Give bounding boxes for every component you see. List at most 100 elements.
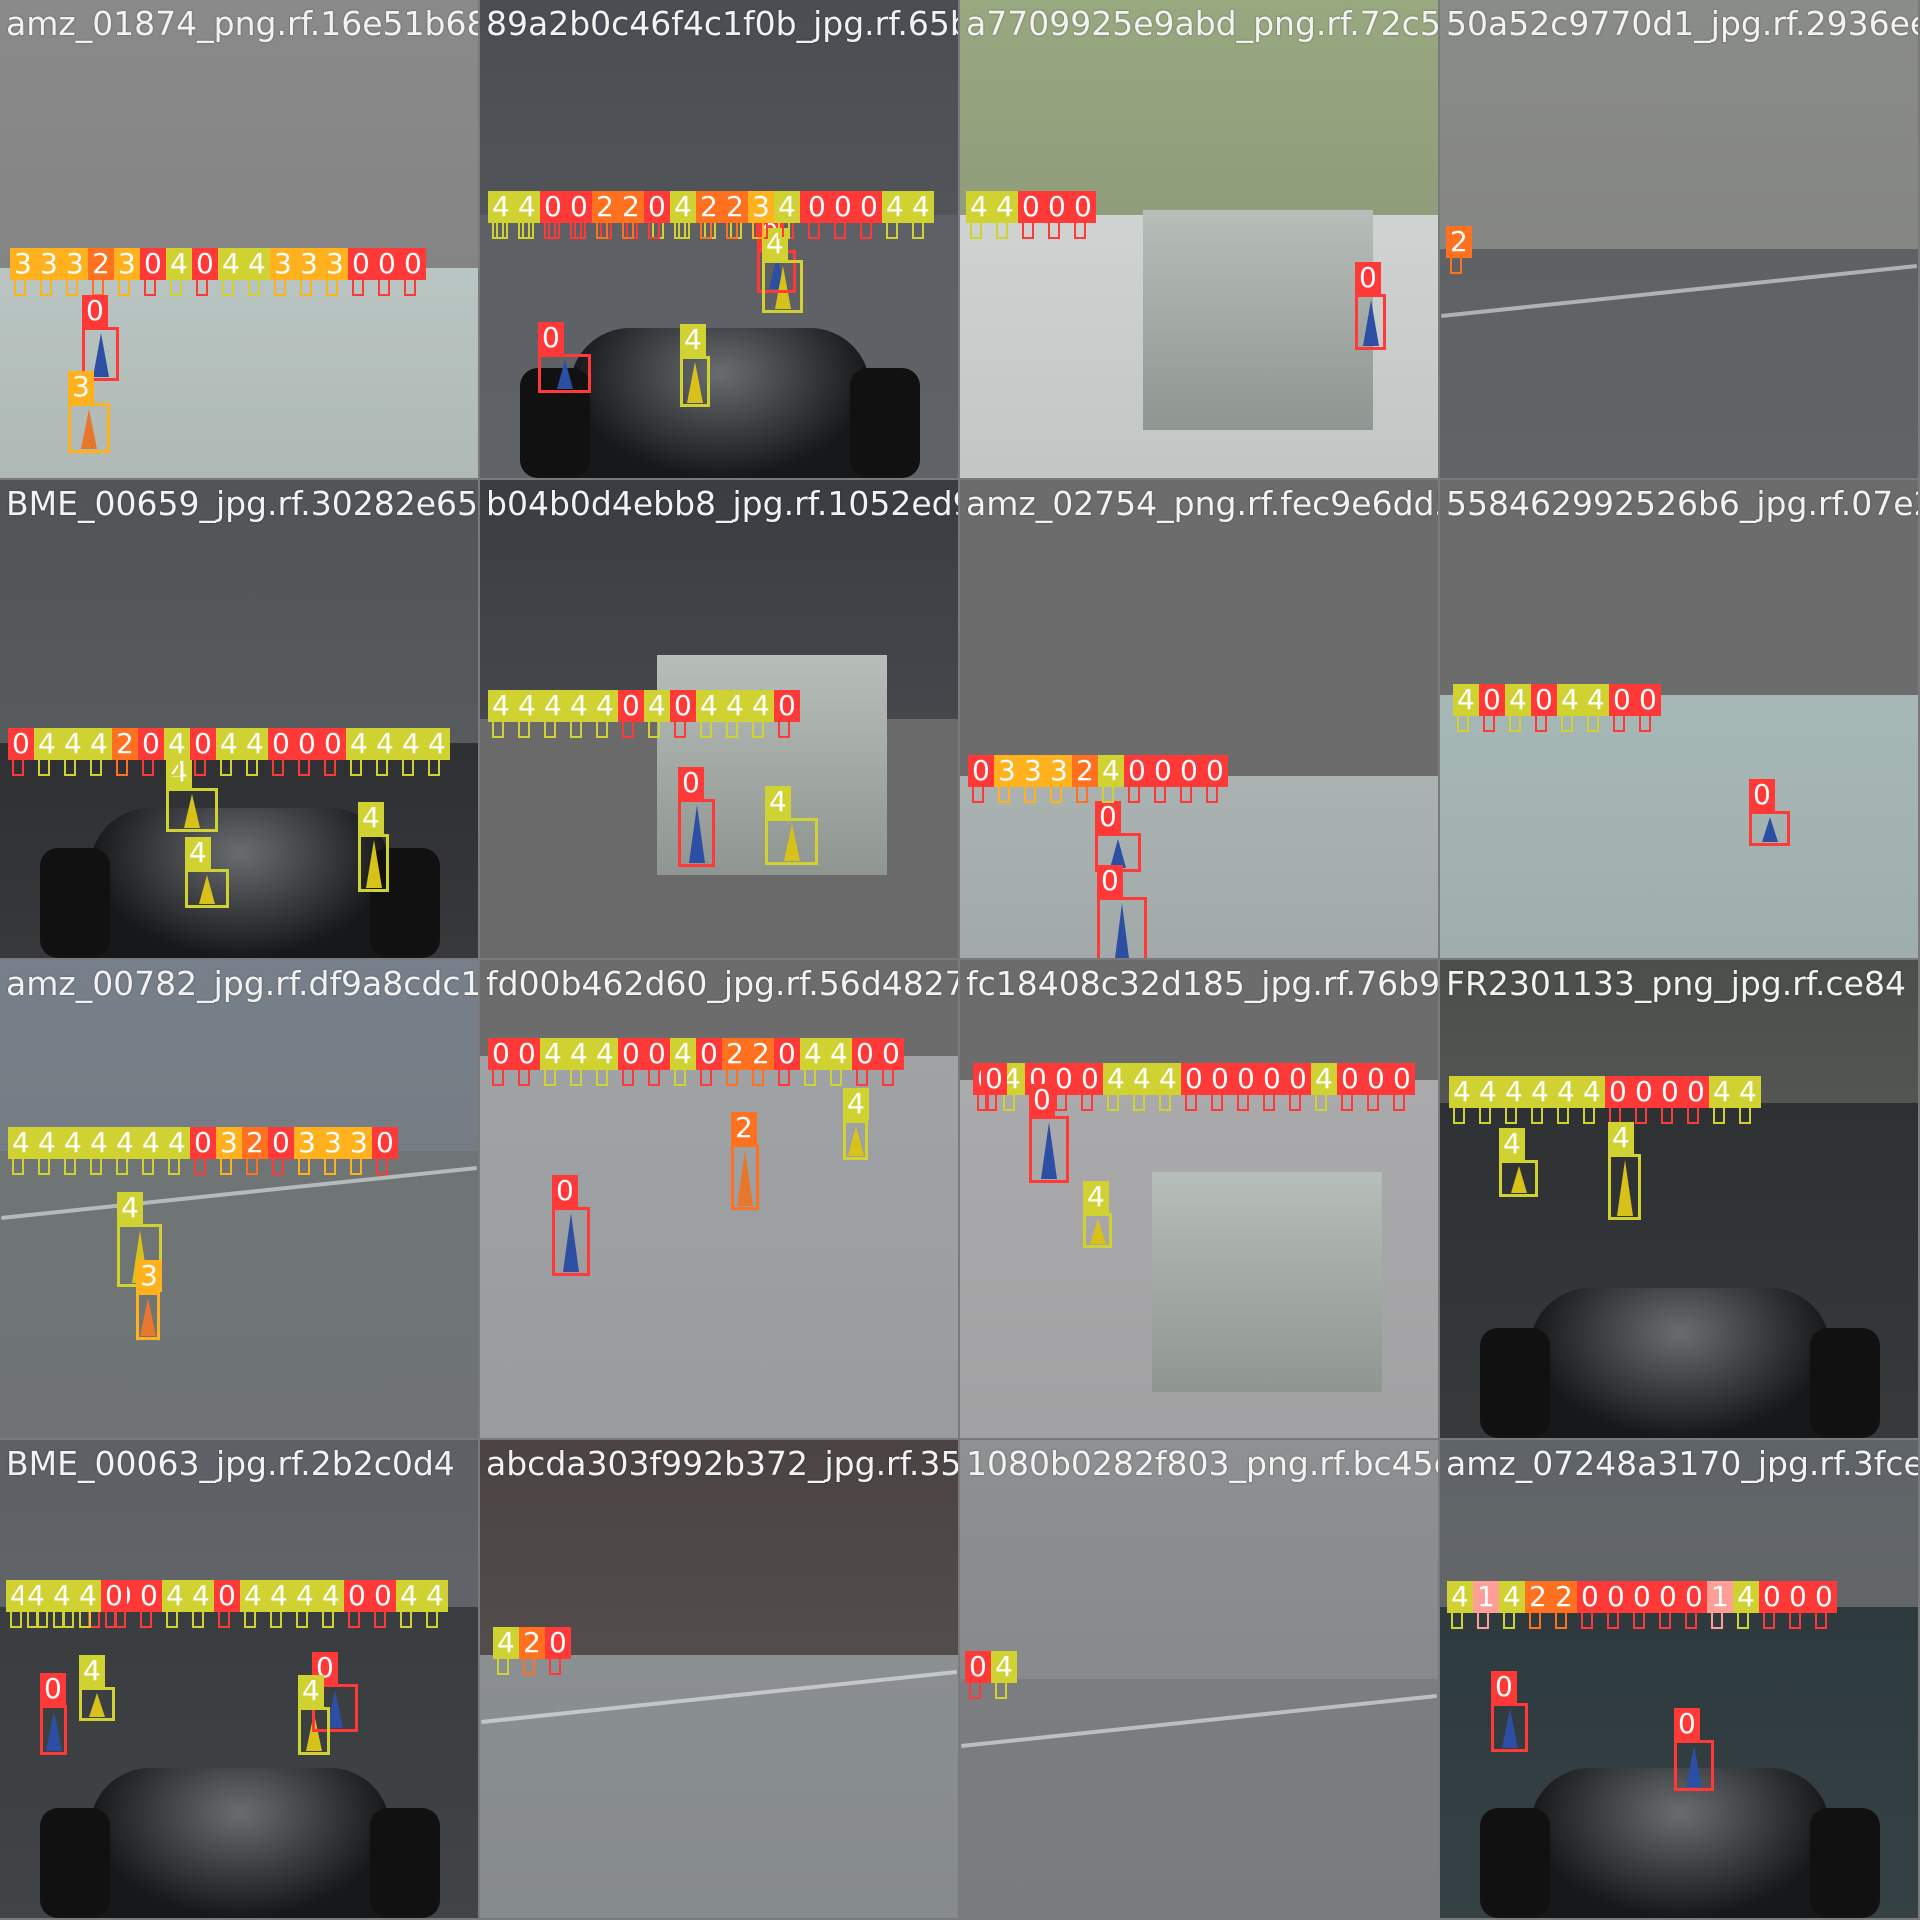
class-label-tag: 4	[1453, 684, 1479, 716]
car-wheel	[370, 848, 440, 958]
car-wheel	[850, 368, 920, 478]
bounding-box	[1081, 1093, 1093, 1111]
class-label-tag: 4	[1505, 684, 1531, 716]
class-label-tag: 4	[1129, 1063, 1155, 1095]
bounding-box	[350, 1157, 362, 1175]
photo-background	[1440, 480, 1918, 695]
bounding-box	[1763, 1611, 1775, 1629]
class-label-tag: 3	[1046, 755, 1072, 787]
class-label-tag: 4	[75, 1580, 101, 1612]
image-filename: a7709925e9abd_png.rf.72c5ed5e50a52c9770d…	[966, 4, 1438, 43]
car-wheel	[1480, 1328, 1550, 1438]
car-wheel	[1810, 1328, 1880, 1438]
bounding-box	[12, 758, 24, 776]
class-label-tag: 4	[1709, 1076, 1735, 1108]
class-label-tag: 0	[1202, 755, 1228, 787]
class-label-tag: 4	[1311, 1063, 1337, 1095]
photo-ground	[480, 1056, 958, 1438]
class-label-tag: 4	[240, 1580, 266, 1612]
bounding-box	[731, 1144, 759, 1210]
photo-background	[1440, 1440, 1918, 1607]
bounding-box	[272, 758, 284, 776]
class-label-tag: 2	[519, 1627, 545, 1659]
photo-ground	[960, 1679, 1438, 1918]
bounding-box	[374, 1610, 386, 1628]
bounding-box	[378, 278, 390, 296]
class-label-tag: 4	[1557, 684, 1583, 716]
bounding-box	[376, 1157, 388, 1175]
class-label-tag: 3	[114, 248, 140, 280]
traffic-cone	[1501, 1709, 1518, 1748]
class-label-tag: 4	[670, 191, 696, 223]
class-label-tag: 4	[1475, 1076, 1501, 1108]
class-label-tag: 0	[670, 690, 696, 722]
bounding-box	[538, 354, 591, 393]
class-label-tag: 4	[514, 191, 540, 223]
class-label-tag: 0	[1603, 1581, 1629, 1613]
bounding-box	[1048, 221, 1060, 239]
class-label-tag: 2	[112, 728, 138, 760]
bounding-box	[1022, 221, 1034, 239]
class-label-tag: 0	[1657, 1076, 1683, 1108]
bounding-box	[856, 1068, 868, 1086]
bounding-box	[40, 278, 52, 296]
bounding-box	[497, 1657, 509, 1675]
photo-background	[480, 1440, 958, 1655]
bounding-box	[322, 1610, 334, 1628]
image-filename: 558462992526b6_jpg.rf.07e24b0	[1446, 484, 1918, 523]
bounding-box	[220, 758, 232, 776]
class-label-tag: 3	[62, 248, 88, 280]
class-label-tag: 0	[8, 728, 34, 760]
class-label-tag: 0	[1635, 684, 1661, 716]
bounding-box	[12, 1157, 24, 1175]
mosaic-tile: fc18408c32d185_jpg.rf.76b96d4FR2301133d7…	[960, 960, 1438, 1438]
bounding-box	[272, 1157, 284, 1175]
bounding-box	[1206, 785, 1218, 803]
bounding-box	[1154, 785, 1166, 803]
class-label-tag: 0	[1259, 1063, 1285, 1095]
mosaic-tile: 89a2b0c46f4c1f0b_jpg.rf.65b57a98a709925e…	[480, 0, 958, 478]
photo-background	[1440, 0, 1918, 249]
class-label-tag: 3	[68, 371, 94, 403]
bounding-box	[1451, 1611, 1463, 1629]
class-label-tag: 0	[82, 295, 108, 327]
bounding-box	[1450, 256, 1462, 274]
class-label-tag: 4	[566, 690, 592, 722]
class-label-tag: 0	[1070, 191, 1096, 223]
class-label-tag: 0	[1044, 191, 1070, 223]
bounding-box	[426, 1610, 438, 1628]
class-label-tag: 0	[1749, 779, 1775, 811]
bounding-box	[1659, 1611, 1671, 1629]
bounding-box	[492, 720, 504, 738]
bounding-box	[1535, 714, 1547, 732]
bounding-box	[352, 278, 364, 296]
traffic-cone	[688, 805, 705, 863]
bounding-box	[544, 720, 556, 738]
class-label-tag: 4	[164, 1127, 190, 1159]
class-label-tag: 0	[268, 728, 294, 760]
class-label-tag: 4	[1447, 1581, 1473, 1613]
bounding-box	[622, 221, 634, 239]
bounding-box	[246, 758, 258, 776]
bounding-box	[985, 1093, 997, 1111]
bounding-box	[1024, 785, 1036, 803]
bounding-box	[1315, 1093, 1327, 1111]
bounding-box	[1477, 1611, 1489, 1629]
class-label-tag: 2	[618, 191, 644, 223]
bounding-box	[752, 720, 764, 738]
class-label-tag: 4	[1608, 1122, 1634, 1154]
image-filename: BME_00659_jpg.rf.30282e65a0c5b04b0d4ebb8	[6, 484, 478, 523]
bounding-box	[830, 1068, 842, 1086]
class-label-tag: 2	[722, 1038, 748, 1070]
traffic-cone	[184, 794, 200, 828]
bounding-box	[82, 327, 119, 381]
class-label-tag: 0	[1609, 684, 1635, 716]
bounding-box	[1097, 897, 1147, 958]
class-label-tag: 2	[592, 191, 618, 223]
class-label-tag: 0	[1683, 1076, 1709, 1108]
bounding-box	[552, 1207, 590, 1276]
class-label-tag: 0	[1655, 1581, 1681, 1613]
bounding-box	[726, 1068, 738, 1086]
class-label-tag: 0	[852, 1038, 878, 1070]
bounding-box	[1509, 714, 1521, 732]
